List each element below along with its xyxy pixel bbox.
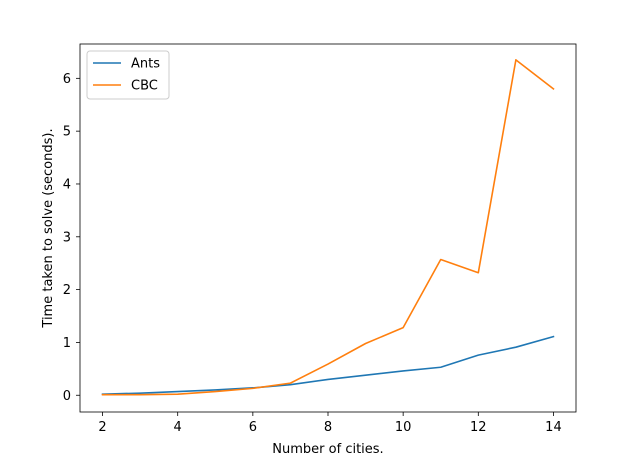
x-tick-label: 10 [395, 420, 412, 435]
series-layer [101, 59, 555, 396]
y-axis-ticks: 0 1 2 3 4 5 6 [63, 72, 80, 404]
x-tick-label: 14 [545, 420, 562, 435]
legend: Ants CBC [86, 50, 170, 100]
y-axis-label: Time taken to solve (seconds). [41, 128, 56, 328]
legend-label-cbc: CBC [131, 79, 158, 94]
x-tick-label: 2 [98, 420, 106, 435]
series-line-cbc [101, 59, 555, 396]
x-tick-label: 8 [324, 420, 332, 435]
legend-label-ants: Ants [131, 57, 160, 72]
y-tick-label: 5 [63, 125, 71, 140]
y-tick-label: 6 [63, 72, 71, 87]
y-tick-label: 4 [63, 177, 71, 192]
x-axis-ticks: 2 4 6 8 10 12 14 [98, 412, 562, 435]
y-tick-label: 1 [63, 336, 71, 351]
y-tick-label: 3 [63, 230, 71, 245]
y-tick-label: 0 [63, 389, 71, 404]
x-tick-label: 4 [174, 420, 182, 435]
series-line-ants [101, 335, 555, 396]
y-tick-label: 2 [63, 283, 71, 298]
x-tick-label: 12 [470, 420, 487, 435]
x-axis-label: Number of cities. [272, 442, 383, 457]
x-tick-label: 6 [249, 420, 257, 435]
